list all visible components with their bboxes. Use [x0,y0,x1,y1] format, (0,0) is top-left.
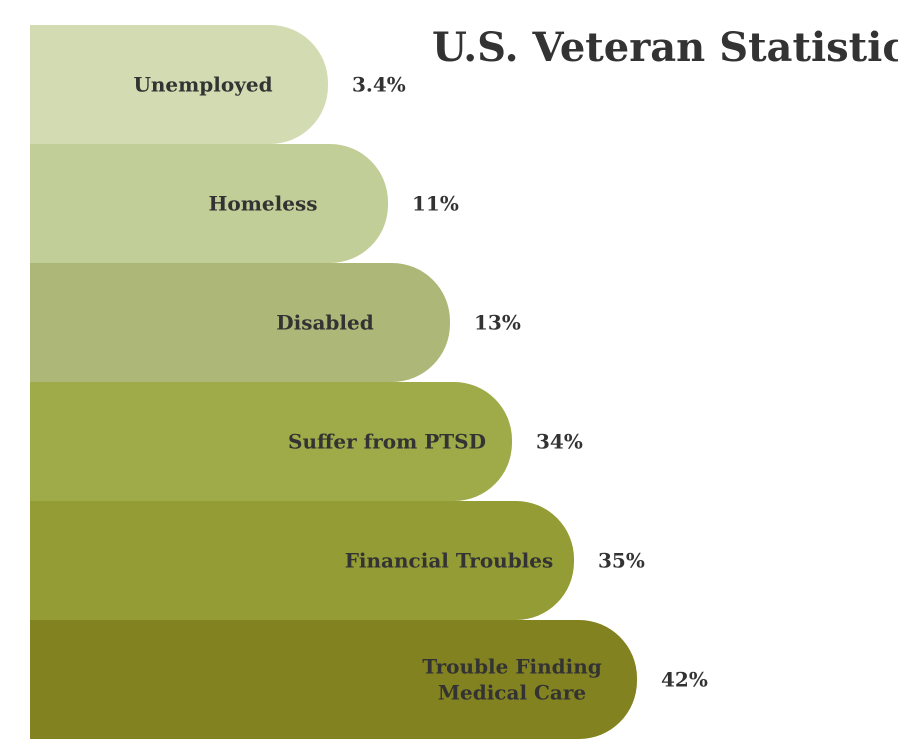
bar-2-label: Homeless [209,192,318,216]
bar-2-left-edge [30,144,92,263]
bar-1 [30,25,328,144]
bar-6-value: 42% [661,668,708,692]
bar-3-value: 13% [474,311,521,335]
chart-title: U.S. Veteran Statistics [432,24,898,71]
bar-5-value: 35% [598,549,645,573]
bar-6 [30,620,637,739]
bar-2-value: 11% [412,192,459,216]
bar-5 [30,501,574,620]
bar-1-value: 3.4% [352,73,406,97]
bar-4-label: Suffer from PTSD [288,430,486,454]
bar-5-left-edge [30,501,92,620]
bar-3 [30,263,450,382]
bar-5-label: Financial Troubles [345,549,554,573]
bar-2 [30,144,388,263]
bar-4 [30,382,512,501]
bar-4-left-edge [30,382,92,501]
bar-4-value: 34% [536,430,583,454]
bar-1-label: Unemployed [133,73,272,97]
bar-3-left-edge [30,263,92,382]
bar-6-left-edge [30,620,92,739]
bar-3-label: Disabled [276,311,373,335]
bar-6-label: Trouble Finding Medical Care [422,655,602,705]
bar-1-left-edge [30,25,92,144]
